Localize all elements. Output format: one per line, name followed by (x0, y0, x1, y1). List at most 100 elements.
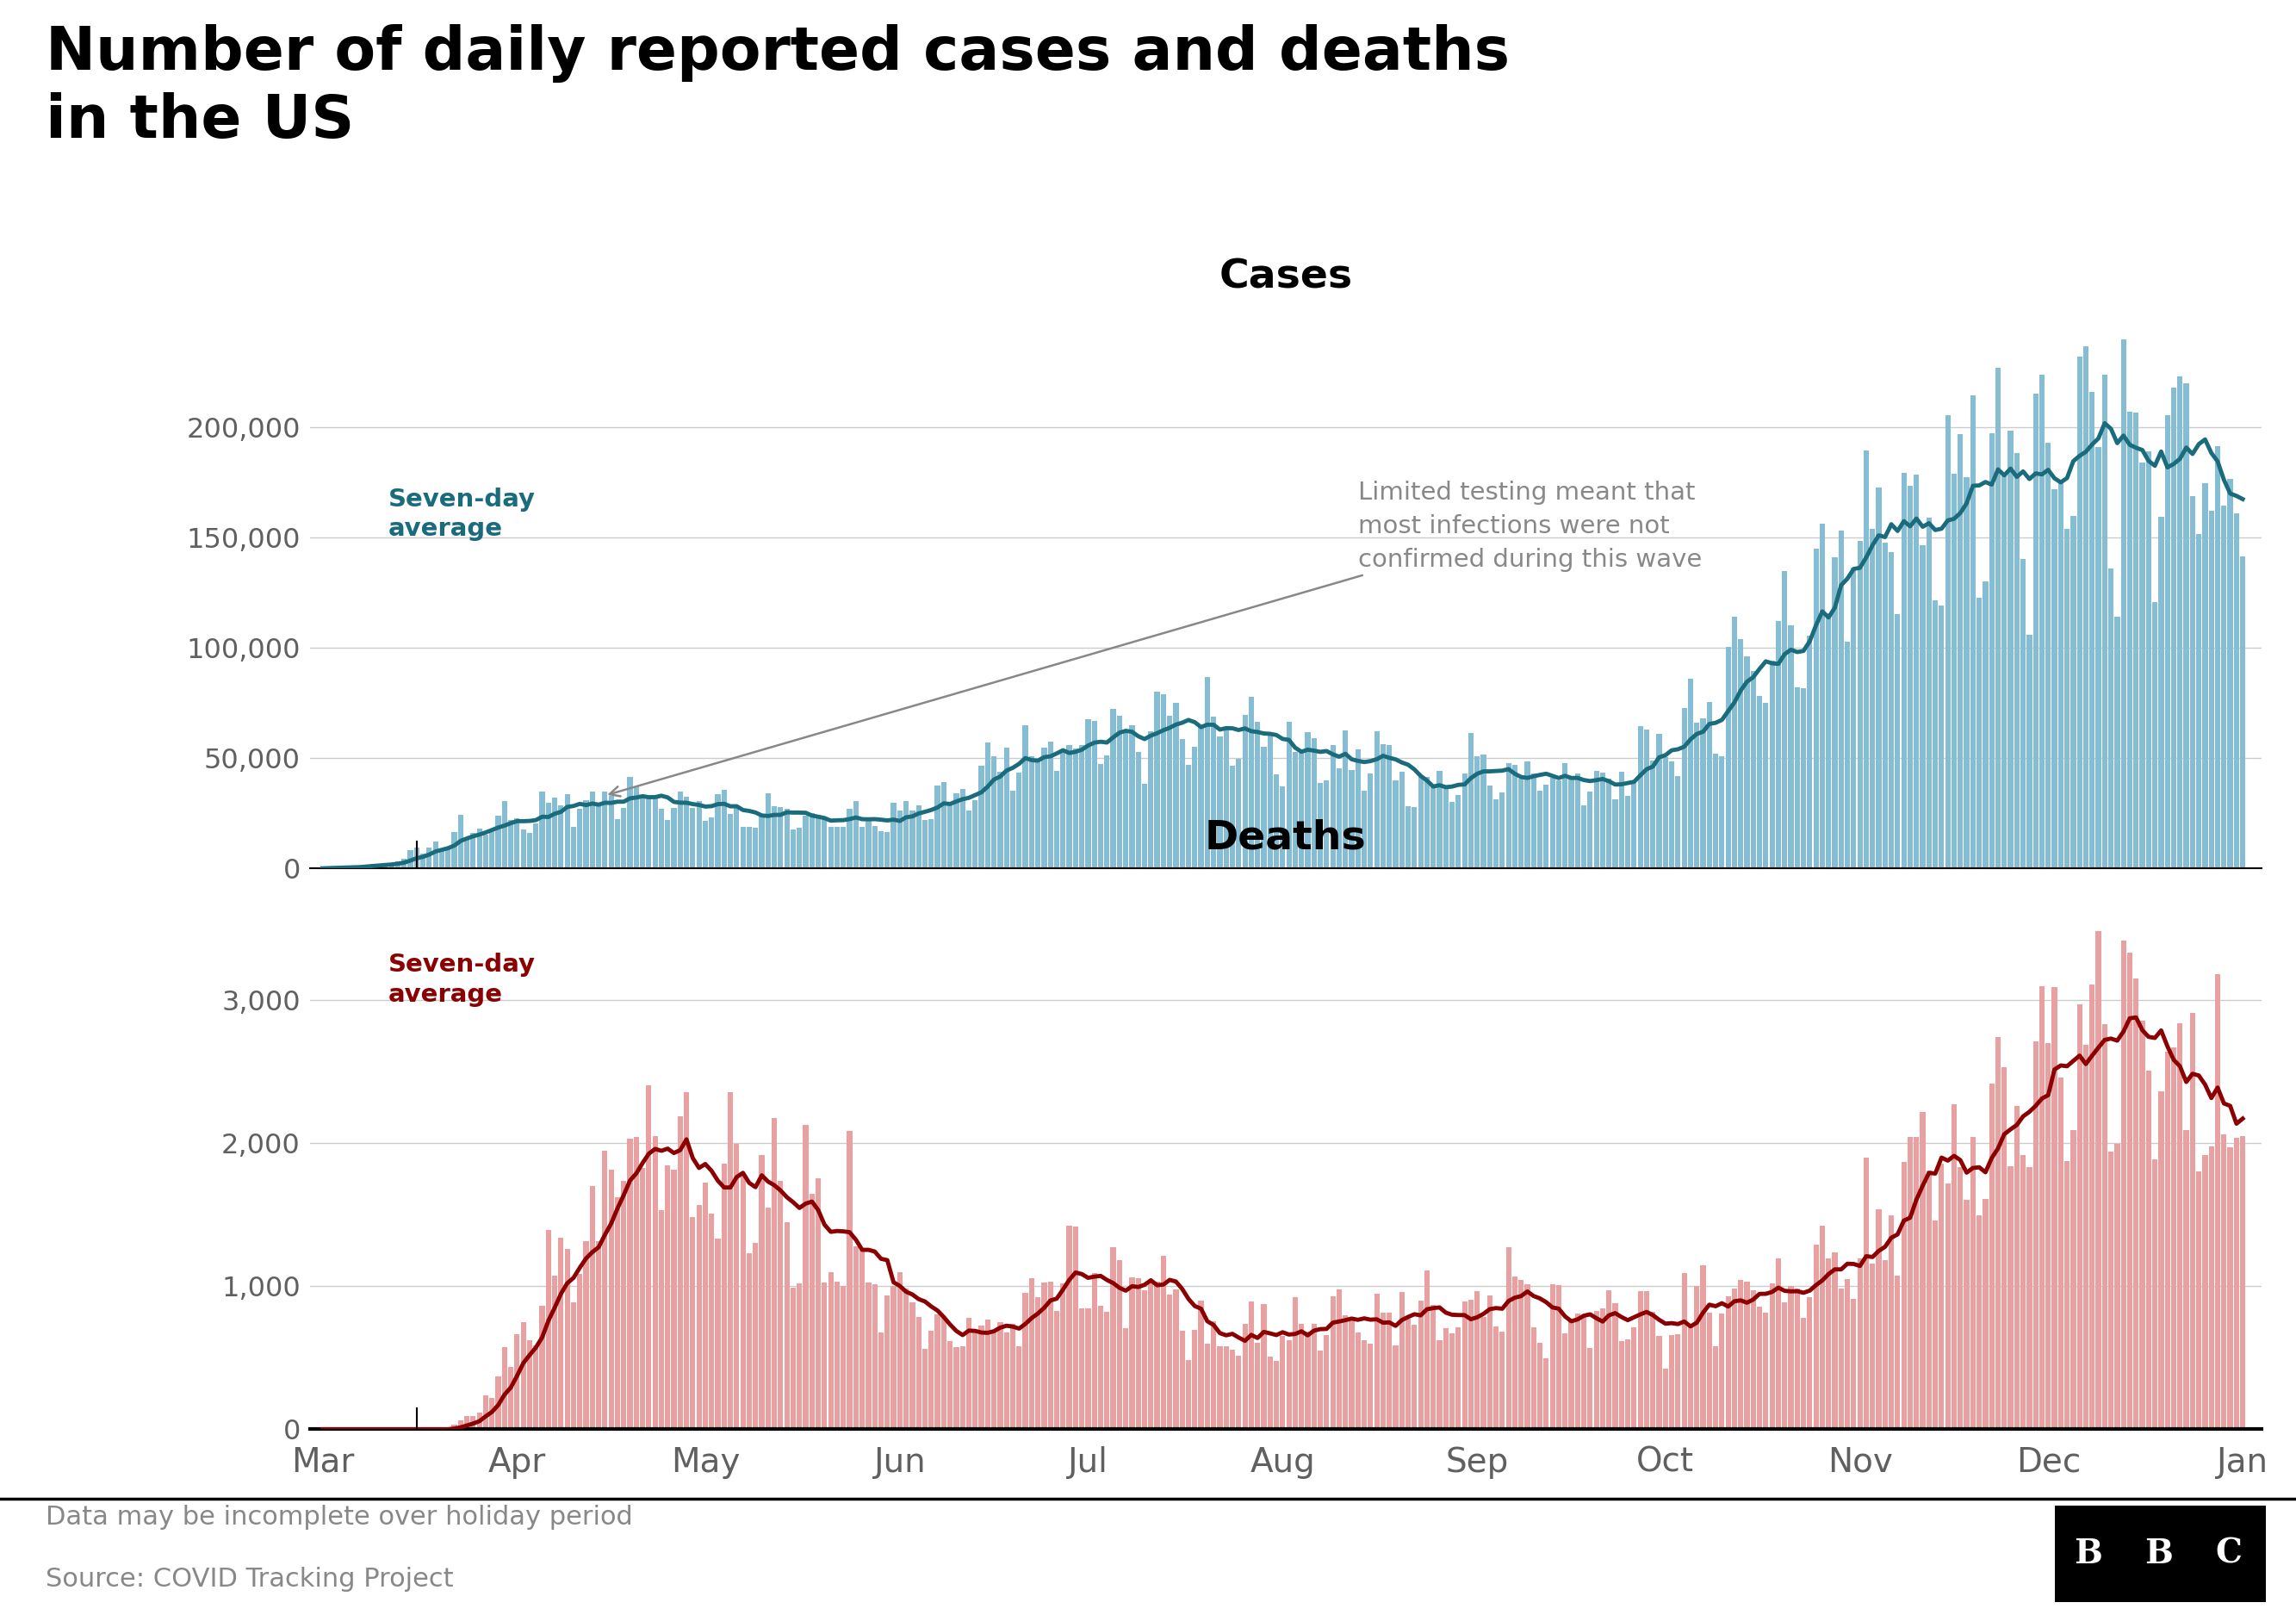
Bar (1701, 1266, 1706, 1429)
Bar (1086, 1308, 1091, 1429)
Bar (1883, 543, 1887, 869)
Bar (1756, 1307, 1763, 1429)
Bar (1789, 625, 1793, 869)
Bar (934, 1315, 939, 1429)
Bar (1890, 552, 1894, 869)
Bar (1199, 1300, 1203, 1429)
Bar (620, 809, 627, 869)
Bar (1355, 1332, 1362, 1429)
Bar (1832, 557, 1837, 869)
Bar (496, 816, 501, 869)
Bar (363, 864, 370, 869)
Bar (1274, 1361, 1279, 1429)
Bar (1789, 1286, 1793, 1429)
Bar (765, 793, 771, 869)
Bar (1162, 694, 1166, 869)
Bar (967, 811, 971, 869)
Bar (2151, 1160, 2158, 1429)
Bar (1901, 1163, 1906, 1429)
Bar (2039, 375, 2046, 869)
Bar (735, 1143, 739, 1429)
Text: Seven-day
average: Seven-day average (388, 953, 535, 1006)
Bar (1111, 709, 1116, 869)
Text: B: B (2073, 1537, 2103, 1570)
Bar (953, 793, 960, 869)
Text: Seven-day
average: Seven-day average (388, 488, 535, 541)
Bar (666, 820, 670, 869)
Bar (1587, 791, 1593, 869)
Bar (471, 833, 475, 869)
Bar (565, 1248, 569, 1429)
Bar (521, 1323, 526, 1429)
Bar (808, 1193, 815, 1429)
Bar (1437, 1340, 1442, 1429)
Bar (822, 817, 827, 869)
Bar (471, 1416, 475, 1429)
Bar (1463, 774, 1467, 869)
Bar (1467, 733, 1474, 869)
Bar (1256, 722, 1261, 869)
Bar (891, 1286, 895, 1429)
Bar (804, 1124, 808, 1429)
Bar (1362, 791, 1366, 869)
Bar (1587, 1349, 1593, 1429)
Bar (627, 777, 634, 869)
Bar (1612, 1303, 1619, 1429)
Bar (1908, 1137, 1913, 1429)
Bar (1492, 799, 1499, 869)
Bar (1116, 715, 1123, 869)
Bar (790, 1287, 797, 1429)
Bar (482, 1395, 489, 1429)
Bar (854, 801, 859, 869)
Bar (1681, 1273, 1688, 1429)
Bar (641, 1168, 645, 1429)
Bar (1869, 528, 1876, 869)
Bar (735, 808, 739, 869)
Bar (634, 787, 638, 869)
Bar (1919, 546, 1926, 869)
Bar (2197, 1171, 2202, 1429)
Bar (854, 1247, 859, 1429)
Bar (1185, 766, 1192, 869)
Bar (1720, 756, 1724, 869)
Bar (457, 816, 464, 869)
Bar (1293, 751, 1297, 869)
Bar (1727, 1297, 1731, 1429)
Bar (1035, 1297, 1040, 1429)
Bar (1116, 1260, 1123, 1429)
Bar (753, 828, 758, 869)
Text: Limited testing meant that
most infections were not
confirmed during this wave: Limited testing meant that most infectio… (608, 481, 1701, 796)
Bar (1061, 1284, 1065, 1429)
Bar (1463, 1302, 1467, 1429)
Bar (1336, 1289, 1341, 1429)
Bar (1155, 691, 1159, 869)
Bar (1952, 475, 1956, 869)
Bar (2108, 1151, 2115, 1429)
Bar (879, 832, 884, 869)
Bar (778, 1181, 783, 1429)
Bar (808, 812, 815, 869)
Bar (1373, 1294, 1380, 1429)
Bar (439, 849, 445, 869)
Bar (420, 854, 425, 869)
Bar (1568, 777, 1575, 869)
Bar (2002, 1068, 2007, 1429)
Bar (746, 1253, 751, 1429)
Bar (1042, 748, 1047, 869)
Bar (1205, 677, 1210, 869)
Bar (1525, 1284, 1529, 1429)
Bar (1325, 1336, 1329, 1429)
Bar (1467, 1300, 1474, 1429)
Bar (608, 1169, 613, 1429)
Bar (1894, 1276, 1901, 1429)
Bar (1444, 785, 1449, 869)
Bar (1575, 774, 1580, 869)
Bar (2082, 347, 2089, 869)
Bar (2190, 496, 2195, 869)
Bar (1047, 741, 1054, 869)
Bar (1561, 1334, 1568, 1429)
Bar (597, 1240, 602, 1429)
Bar (1933, 1221, 1938, 1429)
Bar (1531, 774, 1536, 869)
Bar (1279, 787, 1286, 869)
